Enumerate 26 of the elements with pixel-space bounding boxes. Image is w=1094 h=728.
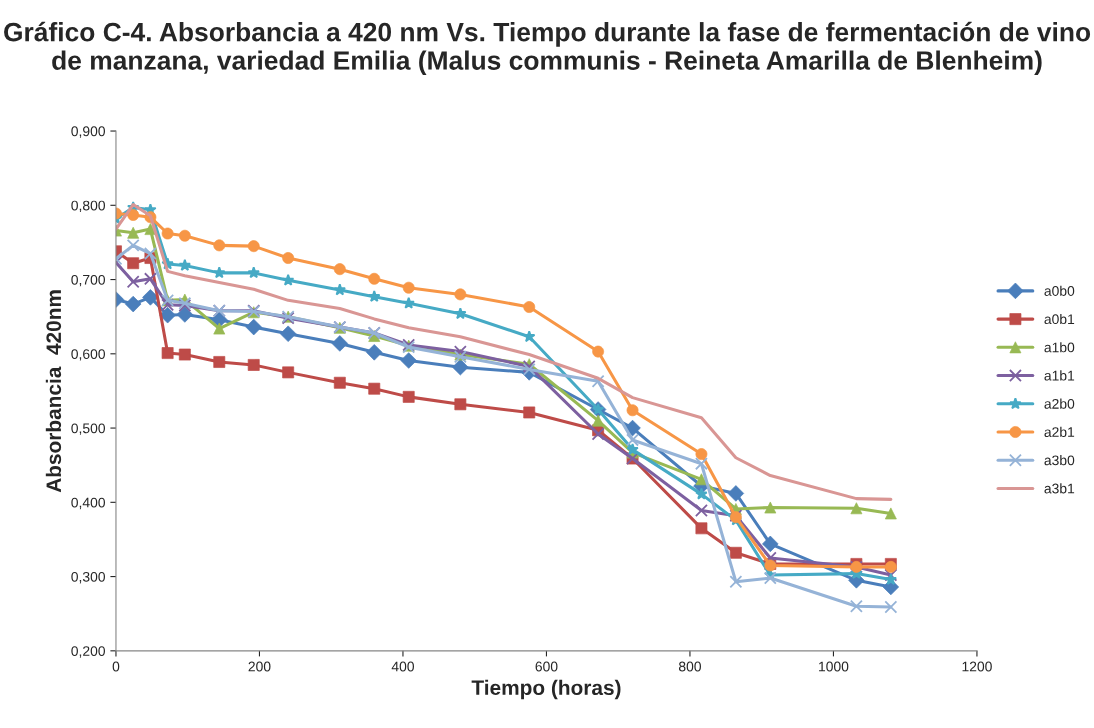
legend-label: a3b1 — [1044, 483, 1075, 494]
chart-title: Gráfico C-4. Absorbancia a 420 nm Vs. Tiempo durante la fase de fermentación de vino de manzana, variedad Emilia (Malus communis - Reineta Amarilla de Blenheim) — [4, 21, 1091, 76]
legend-label: a2b0 — [1044, 398, 1075, 409]
y-tick-label: 0,800 — [71, 200, 106, 213]
x-tick-label: 400 — [391, 661, 414, 672]
y-tick-label: 0,300 — [71, 571, 106, 584]
y-tick-label: 0,600 — [71, 349, 106, 361]
x-axis-title: Tiempo (horas) — [471, 679, 621, 700]
x-tick-label: 1000 — [819, 661, 849, 672]
x-tick-label: 600 — [535, 661, 558, 672]
y-tick-label: 0,900 — [71, 126, 106, 138]
y-tick-label: 0,200 — [71, 646, 106, 658]
legend-label: a1b1 — [1044, 370, 1075, 381]
x-tick-label: 200 — [248, 661, 271, 672]
y-tick-label: 0,400 — [71, 497, 106, 510]
legend-label: a3b0 — [1044, 455, 1075, 466]
legend-label: a0b0 — [1044, 285, 1075, 296]
y-tick-label: 0,500 — [71, 423, 106, 435]
y-axis-title: Absorbancia 420nm — [45, 290, 62, 493]
legend-label: a1b0 — [1044, 342, 1075, 353]
x-tick-label: 1200 — [962, 661, 992, 672]
legend-label: a0b1 — [1044, 313, 1075, 325]
y-tick-label: 0,700 — [71, 274, 106, 287]
x-tick-label: 0 — [112, 661, 120, 672]
x-tick-label: 800 — [678, 661, 701, 672]
legend-label: a2b1 — [1044, 426, 1075, 437]
